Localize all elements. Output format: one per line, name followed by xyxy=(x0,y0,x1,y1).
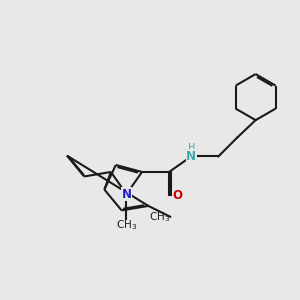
Text: CH$_3$: CH$_3$ xyxy=(149,210,170,224)
Text: CH$_3$: CH$_3$ xyxy=(116,218,137,232)
Text: H: H xyxy=(188,143,195,153)
Text: O: O xyxy=(172,188,183,202)
Text: N: N xyxy=(122,188,131,201)
Text: N: N xyxy=(186,150,196,163)
